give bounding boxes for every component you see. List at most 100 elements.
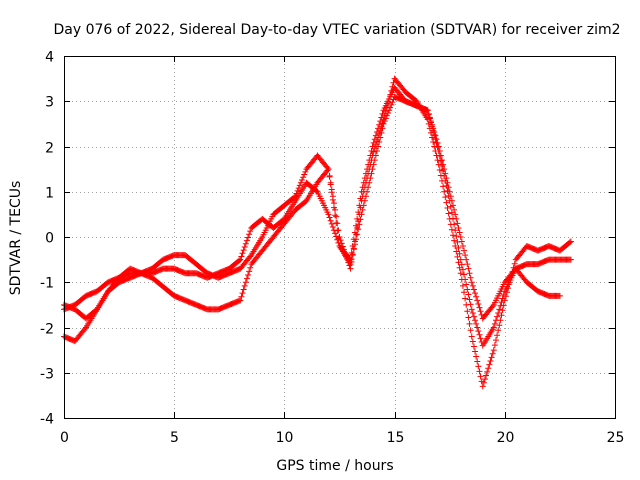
data-point xyxy=(327,179,334,186)
data-point xyxy=(452,227,459,234)
data-point xyxy=(346,262,353,269)
data-point xyxy=(470,343,477,350)
data-point xyxy=(467,327,474,334)
data-point xyxy=(429,123,436,130)
data-point xyxy=(464,308,471,315)
data-point xyxy=(469,310,476,317)
data-series xyxy=(61,84,574,349)
data-point xyxy=(492,317,499,324)
data-point xyxy=(238,253,245,260)
data-point xyxy=(497,302,504,309)
data-point xyxy=(496,322,503,329)
data-point xyxy=(350,236,357,243)
data-point xyxy=(433,139,440,146)
data-point xyxy=(359,184,366,191)
data-point xyxy=(469,282,476,289)
data-point xyxy=(489,303,496,310)
data-point xyxy=(459,282,466,289)
data-point xyxy=(472,317,479,324)
data-point xyxy=(445,210,452,217)
data-point xyxy=(459,266,466,273)
data-point xyxy=(475,363,482,370)
data-point xyxy=(498,312,505,319)
x-axis-label: GPS time / hours xyxy=(276,458,393,474)
data-point xyxy=(452,211,459,218)
data-point xyxy=(496,306,503,313)
data-point xyxy=(347,265,354,272)
data-point xyxy=(245,234,252,241)
data-point xyxy=(567,256,574,263)
data-point xyxy=(355,226,362,233)
data-point xyxy=(466,320,473,327)
data-point xyxy=(468,333,475,340)
data-point xyxy=(457,234,464,240)
data-point xyxy=(299,176,306,183)
data-point xyxy=(243,275,250,282)
y-tick-label: -2 xyxy=(40,322,54,338)
data-point xyxy=(483,372,490,379)
data-point xyxy=(484,368,491,375)
data-point xyxy=(469,338,476,345)
data-point xyxy=(474,358,481,365)
data-point xyxy=(476,368,483,375)
data-point xyxy=(332,206,339,213)
data-point xyxy=(327,217,334,224)
data-point xyxy=(237,297,244,304)
data-point xyxy=(349,243,356,250)
data-point xyxy=(465,291,472,298)
data-point xyxy=(441,172,448,179)
data-point xyxy=(477,373,484,380)
x-tick-label: 5 xyxy=(170,430,179,446)
data-point xyxy=(246,268,253,275)
data-point xyxy=(454,220,461,227)
data-point xyxy=(368,148,375,155)
data-point xyxy=(240,286,247,293)
data-point xyxy=(246,231,253,238)
y-tick-label: 2 xyxy=(45,141,54,157)
data-point xyxy=(247,264,254,271)
data-point xyxy=(447,203,454,210)
data-point xyxy=(328,186,335,193)
data-point xyxy=(494,313,501,320)
grid-layer xyxy=(64,56,615,418)
data-point xyxy=(490,347,497,354)
data-point xyxy=(370,139,377,146)
y-tick-label: 1 xyxy=(45,186,54,202)
data-point xyxy=(367,152,374,159)
data-point xyxy=(444,205,451,212)
data-point xyxy=(353,222,360,229)
data-point xyxy=(301,171,308,178)
data-marks xyxy=(61,75,574,390)
data-point xyxy=(435,148,442,155)
data-point xyxy=(488,354,495,361)
data-point xyxy=(462,276,469,283)
data-point xyxy=(462,295,469,302)
data-point xyxy=(566,239,573,246)
data-point xyxy=(461,271,468,278)
data-point xyxy=(489,350,496,357)
data-point xyxy=(446,197,453,204)
data-point xyxy=(356,202,363,209)
data-point xyxy=(430,127,437,134)
data-point xyxy=(472,290,479,297)
data-point xyxy=(372,132,379,139)
data-point xyxy=(426,115,433,122)
data-point xyxy=(347,256,354,263)
data-point xyxy=(427,119,434,126)
data-point xyxy=(476,304,483,311)
data-point xyxy=(334,220,341,227)
data-point xyxy=(499,295,506,302)
data-point xyxy=(450,232,457,239)
data-point xyxy=(329,193,336,200)
data-point xyxy=(379,110,386,117)
data-point xyxy=(464,286,471,293)
data-point xyxy=(247,253,254,260)
data-point xyxy=(388,101,395,108)
data-point xyxy=(490,324,497,331)
data-point xyxy=(386,107,393,114)
data-point xyxy=(495,310,502,317)
data-point xyxy=(430,138,437,145)
data-point xyxy=(332,230,339,237)
data-point xyxy=(443,199,450,206)
